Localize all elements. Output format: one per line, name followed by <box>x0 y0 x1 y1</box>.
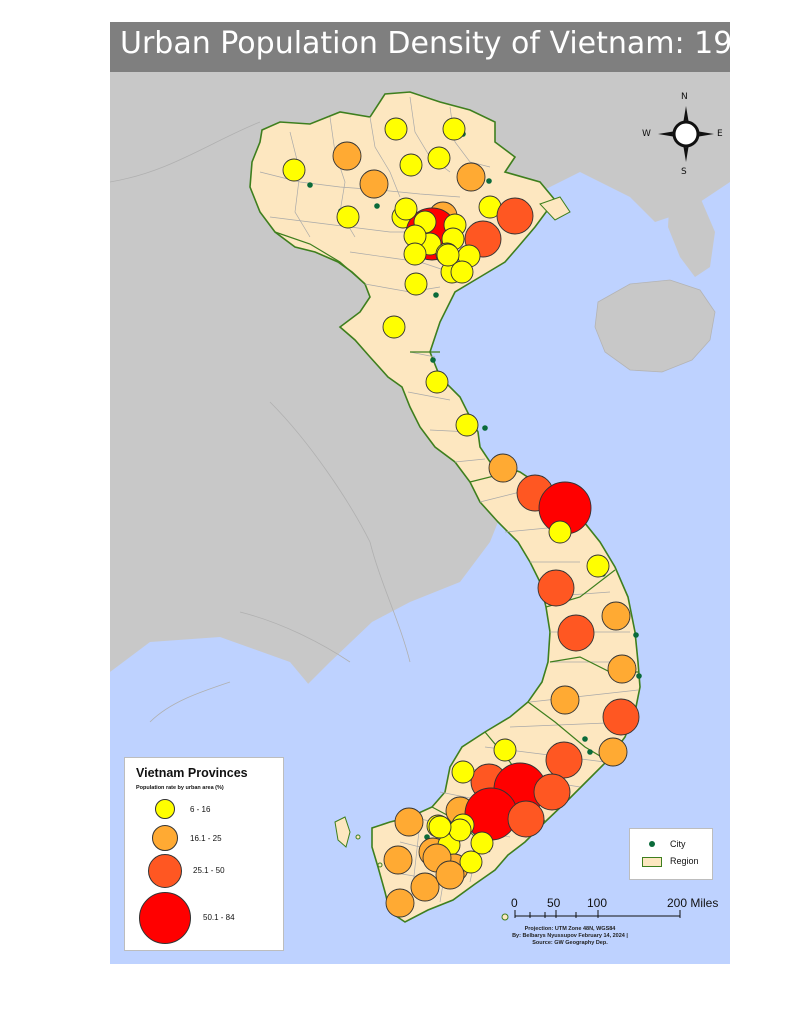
province-symbol-22 <box>403 242 427 266</box>
projection-text: Projection: UTM Zone 48N, WGS84 <box>524 926 616 932</box>
map-title: Urban Population Density of Vietnam: 199… <box>110 22 730 72</box>
province-symbol-63 <box>385 888 415 918</box>
province-symbol-43 <box>598 737 628 767</box>
province-symbol-4 <box>332 141 362 171</box>
province-symbol-52 <box>507 800 545 838</box>
offshore-islands <box>334 196 571 921</box>
source-text: Source: GW Geography Dep. <box>532 940 608 946</box>
scale-bar <box>514 910 681 918</box>
city-legend-symbol <box>649 841 655 847</box>
province-symbol-27 <box>450 260 474 284</box>
symbol-legend: Vietnam Provinces Population rate by urb… <box>124 757 284 951</box>
proportional-symbols <box>282 117 640 918</box>
province-symbol-64 <box>410 872 440 902</box>
province-symbol-61 <box>383 845 413 875</box>
map-credits: Projection: UTM Zone 48N, WGS84 By: Belb… <box>490 926 650 947</box>
province-symbol-30 <box>425 370 449 394</box>
compass-south: S <box>681 167 687 177</box>
province-symbol-5 <box>359 169 389 199</box>
city-legend-label: City <box>670 839 686 849</box>
legend-symbol-class-3 <box>148 854 182 888</box>
province-symbol-3 <box>442 117 466 141</box>
province-symbol-36 <box>586 554 610 578</box>
province-symbol-40 <box>607 654 637 684</box>
province-symbol-45 <box>493 738 517 762</box>
city-dot-12 <box>582 736 588 742</box>
hainan-island <box>594 279 716 373</box>
legend-label-class-1: 6 - 16 <box>190 805 211 814</box>
compass-east: E <box>717 129 723 139</box>
province-symbol-48 <box>533 773 571 811</box>
province-symbol-17 <box>394 197 418 221</box>
province-symbol-31 <box>455 413 479 437</box>
region-legend-label: Region <box>670 856 699 866</box>
province-symbol-58 <box>470 831 494 855</box>
legend-title: Vietnam Provinces <box>136 766 248 780</box>
province-symbol-41 <box>550 685 580 715</box>
city-dot-8 <box>430 357 436 363</box>
legend-label-class-2: 16.1 - 25 <box>190 834 222 843</box>
region-legend-symbol <box>642 857 662 867</box>
vietnam-landmass <box>249 91 641 923</box>
province-symbol-32 <box>488 453 518 483</box>
scale-tick-50: 50 <box>547 896 561 910</box>
scale-tick-100: 100 <box>587 896 608 910</box>
province-symbol-39 <box>601 601 631 631</box>
city-dot-1 <box>307 182 313 188</box>
city-dot-3 <box>374 203 380 209</box>
province-symbol-1 <box>282 158 306 182</box>
city-dot-5 <box>486 178 492 184</box>
city-dot-9 <box>482 425 488 431</box>
province-symbol-29 <box>382 315 406 339</box>
legend-subtitle: Population rate by urban area (%) <box>136 785 224 791</box>
province-symbol-6 <box>399 153 423 177</box>
city-dot-14 <box>633 632 639 638</box>
province-symbol-11 <box>456 162 486 192</box>
province-symbol-35 <box>548 520 572 544</box>
province-symbol-62 <box>459 850 483 874</box>
legend-label-class-3: 25.1 - 50 <box>193 866 225 875</box>
legend-label-class-4: 50.1 - 84 <box>203 913 235 922</box>
city-dot-7 <box>433 292 439 298</box>
province-symbol-44 <box>545 741 583 779</box>
legend-symbol-class-2 <box>152 825 178 851</box>
province-symbol-49 <box>451 760 475 784</box>
city-dot-15 <box>636 673 642 679</box>
scale-tick-0: 0 <box>511 896 518 910</box>
province-symbol-2 <box>384 117 408 141</box>
province-symbol-26 <box>436 243 460 267</box>
province-symbol-8 <box>336 205 360 229</box>
author-text: By: Belbarys Nyussupov February 14, 2024… <box>512 933 628 939</box>
neighbor-borders <box>110 121 411 723</box>
leizhou-peninsula <box>668 192 715 277</box>
province-symbol-28 <box>404 272 428 296</box>
province-symbol-37 <box>537 569 575 607</box>
province-symbol-53 <box>394 807 424 837</box>
reference-legend: City Region <box>629 828 713 880</box>
legend-symbol-class-4 <box>139 892 191 944</box>
scale-tick-200: 200 Miles <box>667 896 719 910</box>
province-symbol-38 <box>557 614 595 652</box>
province-symbol-65 <box>435 860 465 890</box>
legend-symbol-class-1 <box>155 799 175 819</box>
province-symbol-66 <box>448 818 472 842</box>
province-symbol-42 <box>602 698 640 736</box>
compass-north: N <box>681 92 688 102</box>
map-frame: Urban Population Density of Vietnam: 199… <box>110 22 730 964</box>
compass-west: W <box>642 129 651 139</box>
compass-rose <box>658 106 714 162</box>
province-symbol-67 <box>428 815 452 839</box>
province-symbol-13 <box>496 197 534 235</box>
city-dot-13 <box>587 749 593 755</box>
province-symbol-7 <box>427 146 451 170</box>
